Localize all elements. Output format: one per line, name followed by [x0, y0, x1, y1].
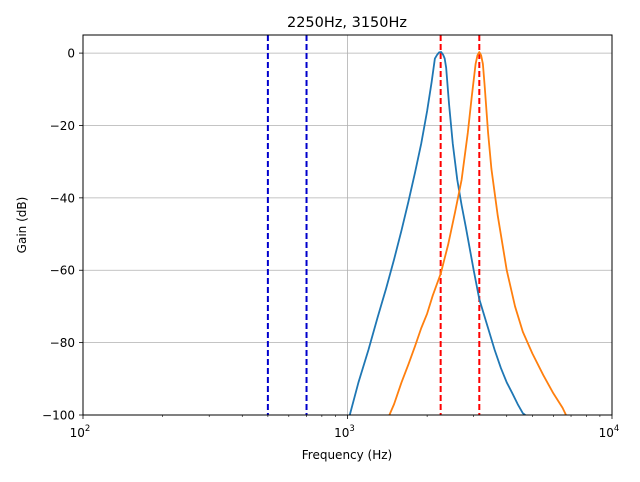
x-tick-base: 10 — [70, 426, 85, 440]
x-tick-label: 102 — [70, 424, 91, 440]
chart-title: 2250Hz, 3150Hz — [287, 15, 407, 31]
y-tick-label: 0 — [67, 47, 75, 61]
y-tick-label: −20 — [50, 119, 75, 133]
y-tick-label: −80 — [50, 336, 75, 350]
series-line — [348, 51, 526, 415]
y-tick-label: −40 — [50, 191, 75, 205]
x-tick-base: 10 — [334, 426, 349, 440]
x-tick-label: 104 — [599, 424, 620, 440]
y-axis-label: Gain (dB) — [15, 197, 29, 254]
x-tick-base: 10 — [599, 426, 614, 440]
series-line — [388, 51, 567, 415]
y-tick-label: −100 — [42, 409, 75, 423]
x-tick-exponent: 3 — [349, 424, 354, 434]
x-axis-label: Frequency (Hz) — [302, 448, 393, 462]
y-tick-label: −60 — [50, 264, 75, 278]
x-tick-exponent: 2 — [85, 424, 90, 434]
x-tick-exponent: 4 — [614, 424, 619, 434]
x-tick-label: 103 — [334, 424, 355, 440]
